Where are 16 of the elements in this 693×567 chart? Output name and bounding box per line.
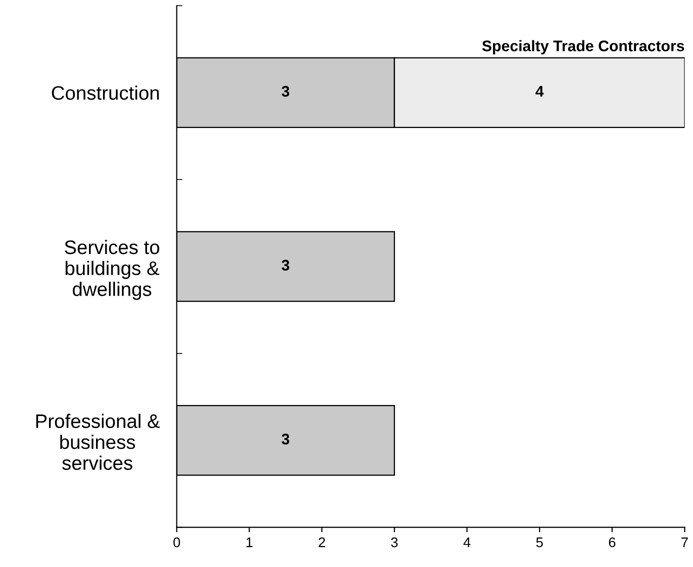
x-tick-label: 6 (608, 537, 616, 548)
y-tick-label: Professional & business services (36, 414, 160, 470)
x-tick-label: 0 (173, 537, 180, 548)
x-tick-label: 3 (391, 537, 398, 548)
y-tick-label: Construction (52, 86, 159, 100)
x-tick-label: 5 (536, 538, 543, 548)
data-label: 3 (282, 86, 290, 97)
data-label: 3 (282, 260, 290, 271)
series-label: Specialty Trade Contractors (482, 40, 684, 54)
x-tick-label: 4 (463, 538, 470, 548)
data-label: 3 (282, 434, 290, 444)
x-tick-label: 7 (682, 538, 688, 548)
x-tick-label: 1 (246, 538, 252, 548)
x-tick-label: 2 (318, 537, 326, 548)
data-label: 4 (536, 86, 544, 97)
y-tick-label: Services to buildings & dwellings (64, 240, 160, 300)
